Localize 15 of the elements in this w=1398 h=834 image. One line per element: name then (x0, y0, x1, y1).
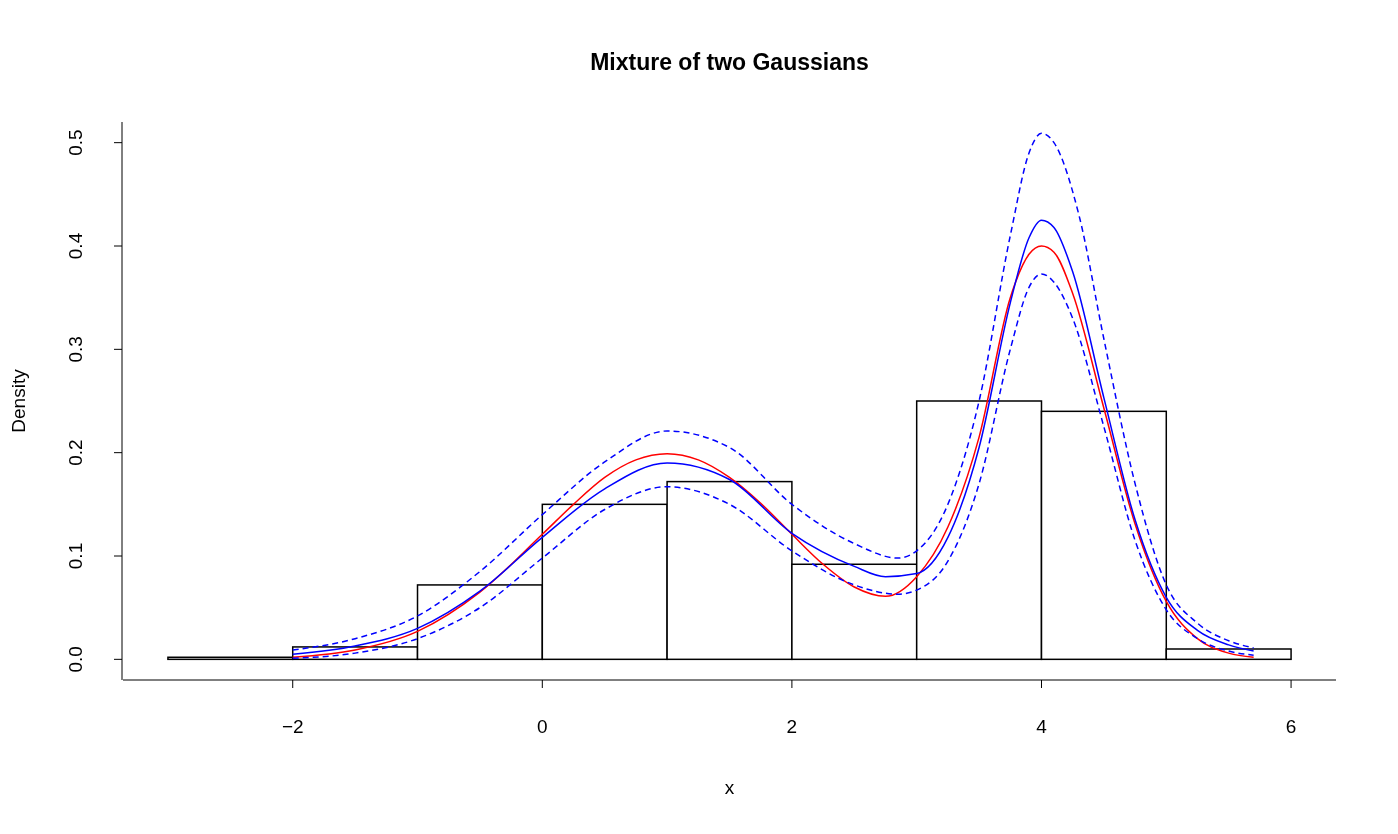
y-tick-label: 0.3 (65, 336, 87, 363)
x-tick-label: 6 (1285, 716, 1297, 737)
y-tick-label: 0.5 (65, 129, 87, 156)
chart-title: Mixture of two Gaussians (590, 49, 869, 75)
x-axis-title: x (724, 777, 735, 798)
y-tick-label: 0.0 (65, 646, 87, 673)
x-tick-label: 0 (537, 716, 548, 737)
x-tick-label: 4 (1036, 716, 1048, 737)
x-tick-label: 2 (786, 716, 798, 737)
line-series (291, 132, 1255, 651)
y-tick-label: 0.4 (65, 232, 87, 260)
y-axis-title: Density (8, 368, 29, 433)
x-tick-label: −2 (281, 716, 304, 737)
y-tick-label: 0.1 (65, 542, 87, 570)
y-tick-label: 0.2 (65, 439, 87, 466)
